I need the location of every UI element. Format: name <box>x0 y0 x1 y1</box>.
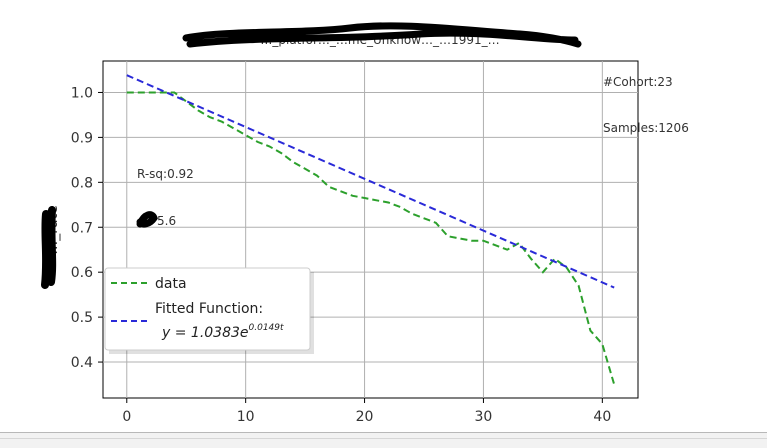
legend-fit-label: Fitted Function: <box>155 301 263 317</box>
gridlines <box>103 61 638 398</box>
y-tick-label: 0.6 <box>71 265 93 281</box>
bottom-scroll-area[interactable] <box>0 432 767 448</box>
x-tick-label: 20 <box>356 409 374 425</box>
legend-fit-formula: y = 1.0383e0.0149t <box>161 323 284 341</box>
title-redaction-scribble <box>182 22 582 48</box>
legend: data Fitted Function: y = 1.0383e0.0149t <box>104 267 314 354</box>
y-tick-label: 0.4 <box>71 355 93 371</box>
legend-data-label: data <box>155 276 187 292</box>
series-line-data <box>126 91 616 385</box>
partial-value-annotation: 5.6 <box>157 214 176 228</box>
series-line-fit <box>126 74 615 289</box>
x-tick-label: 10 <box>237 409 255 425</box>
rsq-annotation: R-sq:0.92 <box>137 167 194 181</box>
y-tick-label: 0.7 <box>71 220 93 236</box>
x-tick-label: 40 <box>593 409 611 425</box>
y-tick-label: 0.9 <box>71 130 93 146</box>
ylabel-redaction-scribble <box>41 206 57 289</box>
y-tick-label: 0.8 <box>71 175 93 191</box>
x-tick-label: 0 <box>122 409 131 425</box>
cohort-annotation: #Cohort:23 <box>603 75 673 89</box>
samples-annotation: Samples:1206 <box>603 121 689 135</box>
axis-ticks: 0 10 20 30 40 0.4 0.5 0.6 0.7 0.8 0.9 1.0 <box>71 85 612 425</box>
y-tick-label: 1.0 <box>71 85 93 101</box>
annotation-redaction-scribble <box>136 211 158 228</box>
y-tick-label: 0.5 <box>71 310 93 326</box>
x-tick-label: 30 <box>475 409 493 425</box>
scroll-track[interactable] <box>0 438 767 439</box>
series-layer <box>126 74 616 385</box>
